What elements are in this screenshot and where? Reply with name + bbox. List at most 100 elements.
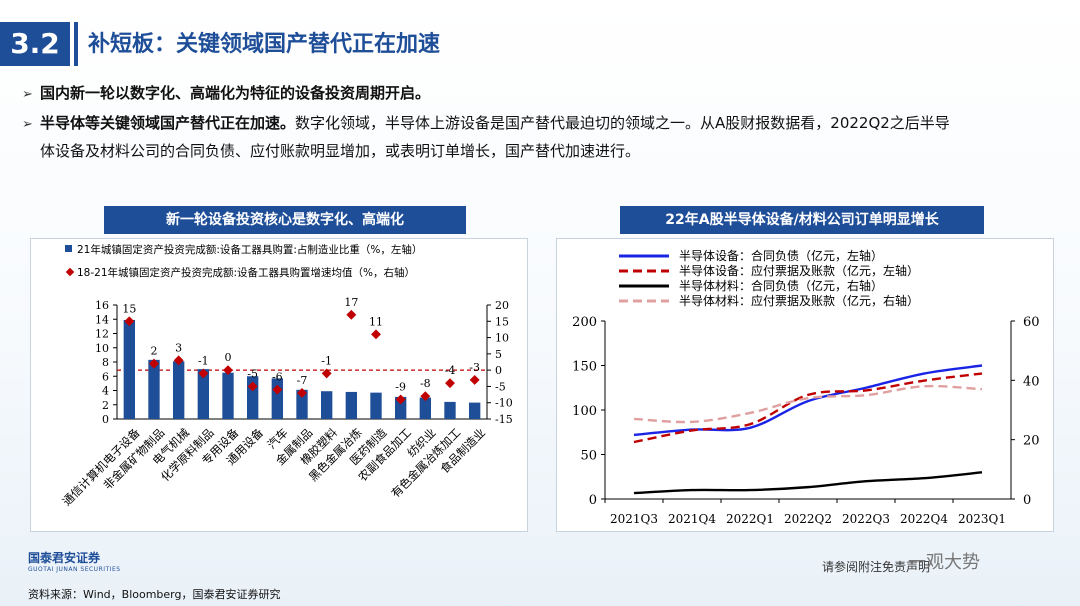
bar bbox=[419, 397, 432, 419]
left-tick-label: 10 bbox=[95, 342, 109, 355]
bar bbox=[197, 369, 210, 419]
data-label: -6 bbox=[272, 371, 283, 384]
right-tick-label: 0 bbox=[495, 364, 502, 377]
line-chart: 半导体设备：合同负债（亿元，左轴） 半导体设备：应付票据及账款（亿元，左轴） 半… bbox=[572, 248, 1040, 526]
legend-label-3: 半导体材料：合同负债（亿元，右轴） bbox=[679, 278, 883, 293]
legend-label-4: 半导体材料：应付票据及账款（亿元，右轴） bbox=[679, 293, 919, 308]
bullet-1: ➢ 国内新一轮以数字化、高端化为特征的设备投资周期开启。 bbox=[22, 80, 1062, 108]
left-tick-label: 150 bbox=[572, 360, 597, 375]
data-label: 3 bbox=[175, 341, 182, 354]
data-label: 15 bbox=[122, 302, 136, 315]
growth-point bbox=[371, 329, 381, 340]
bullet-1-bold: 国内新一轮以数字化、高端化为特征的设备投资周期开启。 bbox=[40, 84, 431, 102]
growth-point bbox=[247, 381, 258, 392]
arrow-bullet-icon: ➢ bbox=[22, 87, 33, 102]
right-tick-label: 20 bbox=[1023, 434, 1040, 449]
right-tick-label: 20 bbox=[495, 299, 509, 312]
left-tick-label: 200 bbox=[572, 315, 597, 330]
bar bbox=[296, 389, 308, 419]
right-tick-label: 40 bbox=[1023, 374, 1040, 389]
x-tick-label: 2022Q3 bbox=[842, 512, 890, 526]
bar bbox=[172, 361, 185, 419]
bar bbox=[370, 392, 382, 419]
bullet-2-text: 数字化领域，半导体上游设备是国产替代最迫切的领域之一。从A股财报数据看，2022… bbox=[295, 114, 950, 132]
left-chart-panel: 21年城镇固定资产投资完成额:设备工器具购置:占制造业比重（%，左轴） 18-2… bbox=[30, 238, 528, 532]
right-chart-panel: 半导体设备：合同负债（亿元，左轴） 半导体设备：应付票据及账款（亿元，左轴） 半… bbox=[556, 238, 1054, 532]
x-tick-label: 2021Q3 bbox=[610, 512, 658, 526]
bar bbox=[320, 391, 333, 419]
growth-point bbox=[395, 394, 406, 405]
data-label: 11 bbox=[369, 315, 383, 328]
legend-bar-label: 21年城镇固定资产投资完成额:设备工器具购置:占制造业比重（%，左轴） bbox=[77, 243, 422, 256]
growth-point bbox=[149, 358, 159, 369]
bar bbox=[148, 359, 160, 419]
left-chart-title: 新一轮设备投资核心是数字化、高端化 bbox=[104, 206, 466, 234]
bullet-2-text-2: 体设备及材料公司的合同负债、应付账款明显增加，或表明订单增长，国产替代加速进行。 bbox=[40, 142, 641, 160]
data-label: 0 bbox=[225, 351, 232, 364]
right-tick-label: 5 bbox=[495, 348, 502, 361]
right-tick-label: 60 bbox=[1023, 315, 1040, 330]
bar bbox=[468, 402, 481, 419]
growth-point bbox=[346, 309, 357, 320]
growth-point bbox=[445, 378, 455, 389]
watermark: 一观大势 bbox=[908, 552, 980, 573]
bullet-2-bold: 半导体等关键领域国产替代正在加速。 bbox=[40, 114, 296, 132]
bar-chart: 21年城镇固定资产投资完成额:设备工器具购置:占制造业比重（%，左轴） 18-2… bbox=[60, 243, 513, 509]
left-tick-label: 16 bbox=[95, 299, 109, 312]
right-tick-label: -10 bbox=[495, 397, 513, 410]
right-tick-label: -15 bbox=[495, 413, 513, 426]
left-tick-label: 14 bbox=[95, 313, 109, 326]
data-label: -5 bbox=[247, 367, 258, 380]
data-label: -8 bbox=[420, 377, 431, 390]
bar bbox=[271, 378, 284, 419]
data-source: 资料来源：Wind，Bloomberg，国泰君安证券研究 bbox=[28, 588, 281, 601]
bullet-2: ➢ 半导体等关键领域国产替代正在加速。数字化领域，半导体上游设备是国产替代最迫切的… bbox=[22, 110, 1062, 164]
data-label: -4 bbox=[445, 364, 456, 377]
left-tick-label: 50 bbox=[580, 449, 597, 464]
bar bbox=[394, 396, 407, 419]
materials-contract-liability-line bbox=[633, 471, 983, 495]
equipment-contract-liability-line bbox=[633, 364, 983, 437]
data-label: -7 bbox=[297, 374, 308, 387]
right-chart-title: 22年A股半导体设备/材料公司订单明显增长 bbox=[620, 206, 984, 234]
growth-point bbox=[297, 387, 307, 398]
left-tick-label: 0 bbox=[589, 493, 597, 508]
growth-point bbox=[124, 316, 135, 327]
x-tick-label: 2022Q4 bbox=[900, 512, 948, 526]
x-tick-label: 2022Q1 bbox=[726, 512, 774, 526]
disclaimer-note: 请参阅附注免责声明 bbox=[822, 560, 931, 574]
equipment-payables-line bbox=[633, 372, 983, 444]
left-tick-label: 4 bbox=[102, 385, 109, 398]
bar bbox=[222, 372, 234, 419]
x-tick-label: 2023Q1 bbox=[958, 512, 1006, 526]
right-tick-label: 15 bbox=[495, 315, 509, 328]
data-label: -3 bbox=[469, 361, 480, 374]
materials-payables-line bbox=[633, 384, 983, 424]
growth-point bbox=[272, 384, 283, 395]
legend-label-2: 半导体设备：应付票据及账款（亿元，左轴） bbox=[679, 263, 919, 278]
left-tick-label: 12 bbox=[95, 328, 109, 341]
left-tick-label: 6 bbox=[102, 370, 109, 383]
left-tick-label: 8 bbox=[102, 356, 109, 369]
left-tick-label: 0 bbox=[102, 413, 109, 426]
data-label: -9 bbox=[395, 380, 406, 393]
growth-point bbox=[469, 374, 480, 385]
left-tick-label: 100 bbox=[572, 404, 597, 419]
legend-label-1: 半导体设备：合同负债（亿元，左轴） bbox=[679, 248, 883, 263]
data-label: 17 bbox=[344, 296, 358, 309]
bar bbox=[444, 401, 456, 419]
legend-dot-label: 18-21年城镇固定资产投资完成额:设备工器具购置增速均值（%，右轴） bbox=[77, 266, 415, 279]
bar bbox=[345, 391, 358, 419]
legend-bar-swatch bbox=[65, 245, 72, 252]
x-tick-label: 2022Q2 bbox=[784, 512, 832, 526]
page-title: 补短板：关键领域国产替代正在加速 bbox=[88, 32, 441, 57]
arrow-bullet-icon: ➢ bbox=[22, 117, 33, 132]
company-logo: 国泰君安证券 GUOTAI JUNAN SECURITIES bbox=[28, 549, 121, 573]
data-label: -1 bbox=[321, 354, 332, 367]
left-tick-label: 2 bbox=[102, 399, 109, 412]
logo-en: GUOTAI JUNAN SECURITIES bbox=[28, 566, 121, 573]
bar bbox=[123, 319, 136, 419]
right-tick-label: 0 bbox=[1023, 493, 1031, 508]
header-divider bbox=[74, 22, 78, 66]
x-tick-label: 2021Q4 bbox=[668, 512, 716, 526]
